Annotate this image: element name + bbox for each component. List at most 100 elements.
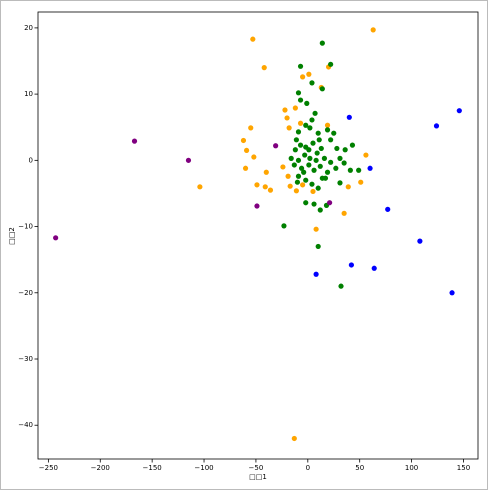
point [315,243,321,250]
point [337,155,343,161]
x-tick-label: 150 [457,464,470,472]
point [312,110,318,116]
point [315,130,321,136]
point [306,147,312,153]
point [291,162,297,168]
point [293,137,299,143]
x-tick-label: 0 [306,464,310,472]
point [282,107,288,113]
point [318,145,324,152]
point [295,129,302,135]
point [293,188,299,194]
point [317,163,323,169]
point [341,160,347,166]
y-tick-label: −40 [18,421,33,429]
point [273,143,279,149]
point [297,63,304,69]
point [346,114,352,120]
point [297,97,304,103]
point [319,86,325,92]
point [250,36,256,42]
x-tick-label: −50 [249,464,264,472]
point [287,183,293,189]
point [197,184,203,190]
y-tick-label: −30 [18,355,33,363]
point [328,137,334,143]
point [370,27,376,33]
point [248,125,254,131]
point [261,65,267,71]
point [294,179,301,185]
point [53,235,59,241]
point [310,188,316,195]
x-tick-label: −100 [194,464,213,472]
point [281,223,287,229]
point [328,61,334,67]
point [302,152,308,158]
point [303,122,309,128]
point [333,165,339,171]
point [131,138,138,144]
point [284,115,290,121]
x-tick-label: −200 [91,464,110,472]
point [342,147,348,153]
point [295,173,302,179]
point [363,152,369,158]
point [280,164,286,170]
point [417,238,423,244]
point [251,154,257,160]
point [371,265,377,271]
point [267,187,274,193]
x-tick-label: 100 [405,464,418,472]
point [262,184,268,190]
point [334,145,340,152]
point [303,177,309,183]
point [313,226,319,232]
point [356,167,362,173]
point [295,90,302,96]
point [324,127,331,133]
point [307,125,313,131]
point [315,185,321,191]
point [286,125,292,131]
point [456,108,462,114]
point [337,180,343,186]
point [367,165,373,171]
point [319,40,325,46]
point [328,159,334,165]
point [338,283,344,289]
point [292,147,298,153]
y-tick-label: 0 [29,156,33,164]
point [313,157,319,163]
x-tick-label: 50 [355,464,364,472]
point [243,147,250,154]
point [316,137,322,143]
x-tick-label: −250 [39,464,58,472]
y-tick-label: 20 [24,24,33,32]
point [341,210,347,216]
point [310,140,316,146]
point [321,155,328,161]
point [358,179,364,185]
point [319,175,325,181]
x-axis-label: □□1 [249,473,267,481]
point [345,184,351,190]
point [185,157,192,163]
point [348,262,354,268]
point [317,207,323,213]
point [254,182,260,188]
point [240,137,247,144]
point [324,122,331,128]
point [263,169,269,175]
point [306,71,312,77]
point [304,100,310,106]
y-tick-label: −20 [18,289,33,297]
point [297,142,304,148]
point [307,155,313,161]
point [309,117,315,123]
point [285,173,291,179]
y-axis-label: □□2 [8,227,16,245]
